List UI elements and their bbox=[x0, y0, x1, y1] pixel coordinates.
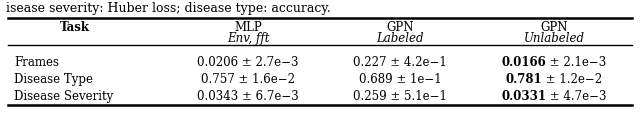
Text: 0.689 ± 1e−1: 0.689 ± 1e−1 bbox=[358, 73, 442, 86]
Text: 0.259 ± 5.1e−1: 0.259 ± 5.1e−1 bbox=[353, 90, 447, 103]
Text: GPN: GPN bbox=[387, 21, 413, 34]
Text: MLP: MLP bbox=[234, 21, 262, 34]
Text: GPN: GPN bbox=[540, 21, 568, 34]
Text: ± 2.1e−3: ± 2.1e−3 bbox=[547, 56, 607, 69]
Text: 0.757 ± 1.6e−2: 0.757 ± 1.6e−2 bbox=[201, 73, 295, 86]
Text: 0.0343 ± 6.7e−3: 0.0343 ± 6.7e−3 bbox=[197, 90, 299, 103]
Text: 0.781: 0.781 bbox=[506, 73, 542, 86]
Text: 0.227 ± 4.2e−1: 0.227 ± 4.2e−1 bbox=[353, 56, 447, 69]
Text: Frames: Frames bbox=[14, 56, 59, 69]
Text: Task: Task bbox=[60, 21, 90, 34]
Text: ± 1.2e−2: ± 1.2e−2 bbox=[542, 73, 602, 86]
Text: Labeled: Labeled bbox=[376, 32, 424, 45]
Text: 0.0206 ± 2.7e−3: 0.0206 ± 2.7e−3 bbox=[197, 56, 299, 69]
Text: isease severity: Huber loss; disease type: accuracy.: isease severity: Huber loss; disease typ… bbox=[6, 2, 331, 15]
Text: 0.0331: 0.0331 bbox=[501, 90, 547, 103]
Text: 0.0166: 0.0166 bbox=[502, 56, 547, 69]
Text: ± 4.7e−3: ± 4.7e−3 bbox=[547, 90, 607, 103]
Text: Unlabeled: Unlabeled bbox=[524, 32, 584, 45]
Text: Env, fft: Env, fft bbox=[227, 32, 269, 45]
Text: Disease Type: Disease Type bbox=[14, 73, 93, 86]
Text: Disease Severity: Disease Severity bbox=[14, 90, 113, 103]
